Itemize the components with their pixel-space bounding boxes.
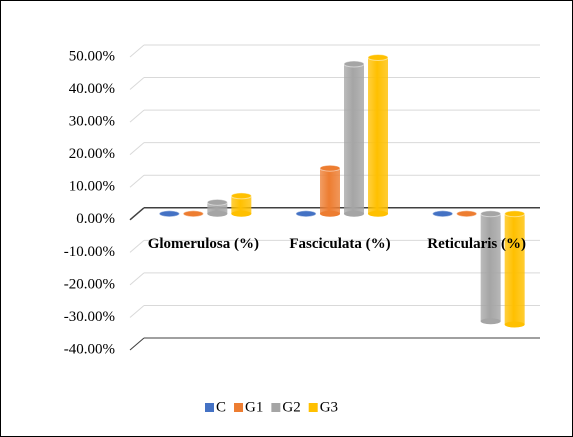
y-tick-label: -30.00% — [64, 309, 115, 325]
grid-line — [129, 239, 540, 253]
bar — [230, 192, 252, 217]
legend-swatch — [308, 403, 318, 412]
y-tick-label: -40.00% — [64, 341, 115, 357]
bottom-axis-front — [129, 337, 145, 351]
y-tick-label: 0.00% — [76, 211, 115, 227]
bar — [158, 210, 180, 218]
legend-label: G2 — [282, 399, 300, 415]
legend-swatch — [271, 403, 281, 412]
grid-line — [129, 44, 540, 58]
legend-swatch — [205, 403, 214, 412]
legend-label: C — [216, 399, 226, 415]
y-tick-label: -10.00% — [64, 244, 115, 260]
bar — [367, 54, 389, 217]
grid-line — [129, 304, 540, 318]
bar — [480, 210, 502, 325]
bar — [319, 164, 341, 217]
legend-swatch — [234, 403, 244, 412]
grid-line — [129, 77, 540, 90]
y-tick-label: 10.00% — [69, 179, 115, 195]
x-tick-label: Glomerulosa (%) — [147, 236, 259, 252]
bar — [182, 210, 204, 218]
y-tick-label: 30.00% — [69, 114, 115, 130]
bar — [432, 210, 454, 218]
bar — [295, 210, 317, 218]
grid-line — [129, 142, 540, 156]
grid-line — [129, 272, 540, 286]
y-tick-label: 40.00% — [69, 81, 115, 97]
grid-line — [129, 174, 540, 188]
zero-axis-front — [129, 207, 145, 221]
bar — [504, 210, 526, 328]
bar — [206, 198, 228, 217]
bar — [456, 210, 478, 218]
y-tick-label: -20.00% — [64, 276, 115, 292]
legend-label: G3 — [320, 399, 338, 415]
x-tick-label: Reticularis (%) — [427, 236, 527, 252]
y-tick-label: 20.00% — [69, 146, 115, 162]
grid-line — [129, 109, 540, 123]
x-tick-label: Fasciculata (%) — [289, 236, 391, 252]
legend-label: G1 — [245, 399, 263, 415]
bar — [343, 60, 365, 217]
y-tick-label: 50.00% — [69, 48, 115, 64]
